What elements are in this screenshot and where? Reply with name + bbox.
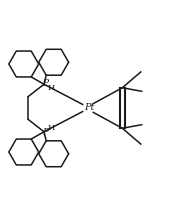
Text: P: P [42, 79, 48, 88]
Text: P: P [42, 128, 48, 137]
Text: Pt: Pt [84, 103, 94, 113]
Text: H: H [48, 84, 55, 92]
Text: H: H [47, 124, 55, 132]
